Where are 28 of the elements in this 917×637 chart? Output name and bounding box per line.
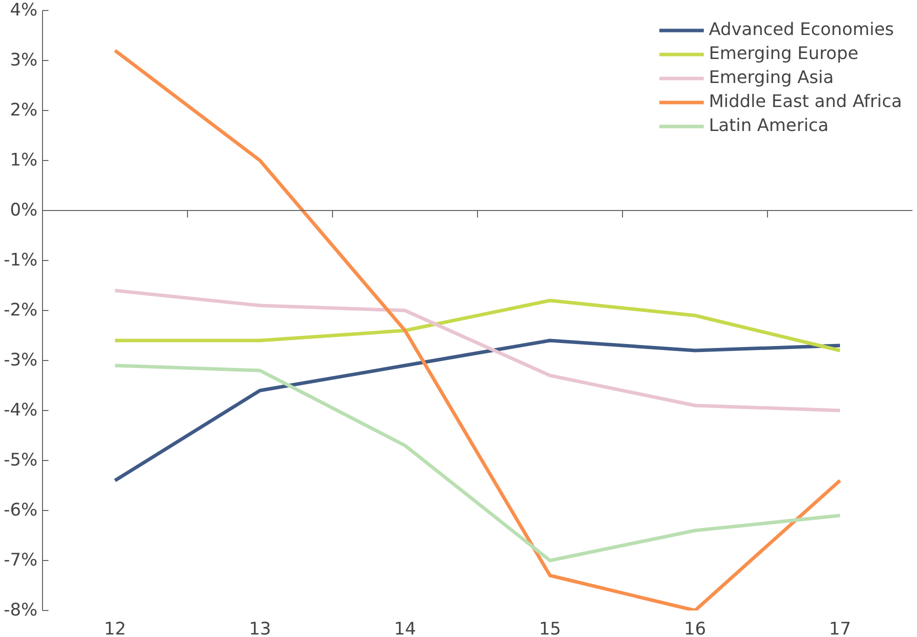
y-tick-label: -6% bbox=[4, 500, 38, 520]
legend-label: Advanced Economies bbox=[708, 20, 894, 40]
line-series bbox=[113, 298, 842, 352]
y-tick-label: -8% bbox=[4, 600, 38, 620]
x-tick-label: 17 bbox=[828, 620, 852, 637]
x-tick-label: 14 bbox=[394, 620, 416, 637]
y-tick-label: 3% bbox=[10, 50, 38, 70]
y-tick-label: 1% bbox=[10, 150, 38, 170]
y-tick-label: -7% bbox=[4, 550, 38, 570]
line-series bbox=[113, 338, 842, 482]
legend-label: Emerging Asia bbox=[708, 68, 834, 88]
y-tick-label: -5% bbox=[4, 450, 38, 470]
y-tick-label: 4% bbox=[10, 0, 38, 20]
y-tick-label: 2% bbox=[10, 100, 38, 120]
legend-label: Latin America bbox=[708, 116, 829, 136]
legend-label: Emerging Europe bbox=[708, 44, 858, 64]
y-tick-label: -4% bbox=[4, 400, 38, 420]
y-tick-label: -1% bbox=[4, 250, 38, 270]
y-tick-label: 0% bbox=[10, 200, 38, 220]
x-tick-label: 15 bbox=[538, 620, 562, 637]
line-series bbox=[113, 288, 842, 412]
x-tick-label: 13 bbox=[248, 620, 272, 637]
x-tick-label: 12 bbox=[104, 620, 126, 637]
x-tick-label: 16 bbox=[684, 620, 706, 637]
y-tick-label: -2% bbox=[4, 300, 38, 320]
y-tick-label: -3% bbox=[4, 350, 38, 370]
line-series bbox=[113, 364, 842, 562]
legend-label: Middle East and Africa bbox=[708, 92, 902, 112]
